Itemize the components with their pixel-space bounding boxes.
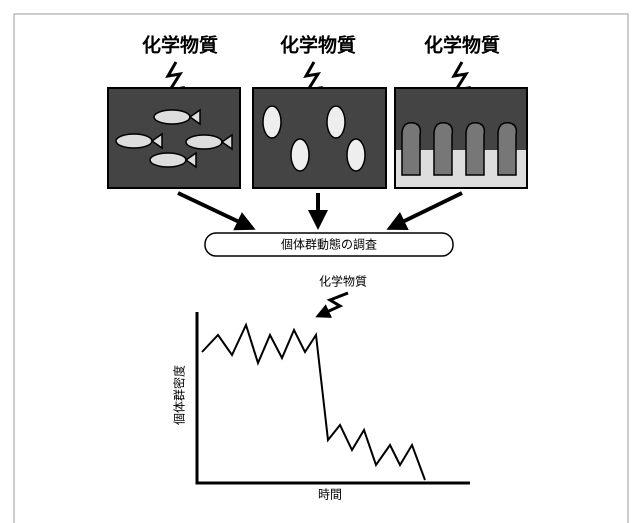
fish-panel [107,87,241,189]
graph-chemical-label: 化学物質 [319,274,367,289]
survey-box [204,232,454,257]
daphnia-panel [252,87,387,189]
chemical-label: 化学物質 [142,34,218,57]
arrows [177,191,463,231]
chemical-label: 化学物質 [280,34,356,57]
graph-lightning [315,291,349,318]
worm-panel [394,87,528,189]
y-axis-label: 個体群密度 [172,365,187,425]
x-axis-label: 時間 [318,488,342,502]
axes [195,312,470,485]
trend-line [201,322,426,481]
chemical-label: 化学物質 [424,34,500,57]
survey-label: 個体群動態の調査 [281,237,377,252]
frame [13,13,629,523]
